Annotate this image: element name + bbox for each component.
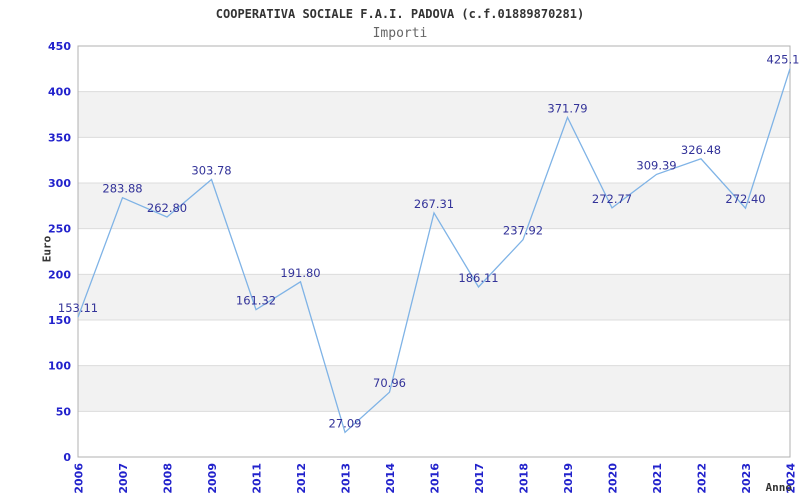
data-point-label: 161.32 (236, 294, 276, 308)
data-line (77, 68, 791, 434)
data-point-label: 272.77 (592, 192, 632, 206)
plot-band (78, 46, 790, 92)
data-point-label: 272.40 (725, 192, 765, 206)
plot-band (78, 137, 790, 183)
x-tick-label: 2019 (562, 463, 575, 494)
x-tick-label: 2021 (651, 463, 664, 494)
y-tick-label: 250 (48, 223, 71, 236)
y-tick-label: 400 (48, 86, 71, 99)
data-point-label: 27.09 (329, 416, 362, 430)
x-tick-label: 2012 (295, 463, 308, 494)
plot-border (77, 45, 791, 458)
x-tick-label: 2011 (251, 463, 264, 494)
plot-band (78, 274, 790, 320)
data-point-label: 326.48 (681, 143, 721, 157)
y-tick-label: 100 (48, 360, 71, 373)
y-tick-label: 50 (56, 405, 72, 418)
data-point-label: 153.11 (58, 301, 98, 315)
y-tick-label: 450 (48, 40, 71, 53)
x-tick-label: 2009 (206, 463, 219, 494)
x-tick-label: 2013 (340, 463, 353, 494)
data-point-label: 70.96 (373, 376, 406, 390)
x-tick-label: 2016 (429, 463, 442, 494)
data-point-label: 425.1 (767, 53, 800, 67)
x-tick-label: 2018 (518, 463, 531, 494)
x-tick-label: 2017 (473, 463, 486, 494)
data-point-label: 283.88 (102, 182, 142, 196)
x-tick-label: 2022 (696, 463, 709, 494)
data-point-label: 303.78 (191, 164, 231, 178)
plot-band (78, 365, 790, 412)
y-tick-label: 350 (48, 131, 71, 144)
data-point-label: 262.80 (147, 201, 187, 215)
chart-title: COOPERATIVA SOCIALE F.A.I. PADOVA (c.f.0… (215, 7, 585, 21)
plot-band (78, 411, 790, 457)
x-tick-label: 2007 (117, 463, 130, 494)
y-tick-label: 0 (63, 451, 71, 464)
plot-band (78, 320, 790, 366)
chart-subtitle: Importi (372, 26, 428, 41)
plot-band (78, 228, 790, 275)
x-axis-title: Anno (765, 481, 793, 494)
x-tick-label: 2008 (162, 463, 175, 494)
x-tick-label: 2020 (607, 463, 620, 494)
y-tick-label: 150 (48, 314, 71, 327)
y-tick-label: 300 (48, 177, 71, 190)
x-tick-label: 2024 (785, 463, 798, 494)
data-point-label: 191.80 (280, 266, 320, 280)
data-point-label: 186.11 (458, 271, 498, 285)
x-tick-label: 2023 (740, 463, 753, 494)
plot-band (78, 91, 790, 138)
y-tick-label: 200 (48, 268, 71, 281)
plot-band (78, 183, 790, 229)
data-point-label: 371.79 (547, 101, 587, 115)
x-tick-label: 2006 (73, 463, 86, 494)
data-point-label: 309.39 (636, 158, 676, 172)
data-point-label: 267.31 (414, 197, 454, 211)
x-tick-label: 2014 (384, 463, 397, 494)
data-point-label: 237.92 (503, 224, 543, 238)
